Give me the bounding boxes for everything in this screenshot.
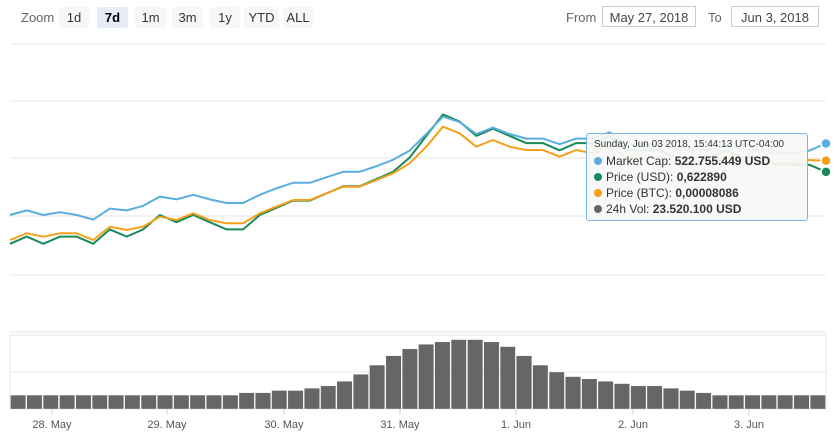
volume-bar	[679, 390, 696, 410]
x-tick-label: 29. May	[147, 419, 187, 431]
price-usd-dot-icon	[594, 173, 602, 181]
volume-bar	[10, 394, 26, 410]
volume-bar	[810, 394, 826, 410]
volume-bar	[91, 394, 108, 410]
volume-bar	[304, 388, 320, 410]
zoom-all-button[interactable]: ALL	[283, 7, 313, 28]
volume-dot-icon	[594, 205, 602, 213]
x-tick-label: 2. Jun	[618, 419, 648, 431]
tooltip-value: 0,622890	[676, 170, 727, 184]
volume-bar	[238, 392, 255, 410]
from-label: From	[566, 10, 597, 25]
to-date-input[interactable]: Jun 3, 2018	[731, 6, 819, 27]
tooltip-row-volume: 24h Vol: 23.520.100 USD	[594, 201, 800, 217]
volume-bar	[646, 385, 663, 410]
volume-bar	[320, 385, 337, 410]
tooltip-row-price-btc: Price (BTC): 0,00008086	[594, 185, 800, 201]
volume-bar	[255, 392, 271, 410]
tooltip-title: Sunday, Jun 03 2018, 15:44:13 UTC-04:00	[594, 139, 784, 150]
volume-bar	[157, 394, 173, 410]
tooltip-label: Market Cap:	[606, 154, 672, 168]
volume-bar	[336, 381, 353, 410]
hover-markers	[820, 137, 832, 178]
volume-bar	[777, 394, 793, 410]
tooltip-value: 0,00008086	[675, 186, 739, 200]
volume-bar	[712, 394, 728, 410]
price-btc-marker	[820, 154, 832, 167]
volume-bar	[483, 341, 500, 410]
volume-bar	[173, 394, 190, 410]
volume-bar	[42, 394, 59, 410]
price-btc-dot-icon	[594, 189, 602, 197]
volume-bar	[124, 394, 141, 410]
volume-bar	[663, 388, 679, 410]
zoom-1y-button[interactable]: 1y	[210, 7, 240, 28]
market-cap-marker	[820, 137, 832, 150]
volume-bar	[548, 371, 565, 410]
grid-lines	[9, 43, 827, 410]
zoom-ytd-button[interactable]: YTD	[244, 7, 279, 28]
tooltip: Sunday, Jun 03 2018, 15:44:13 UTC-04:00 …	[586, 133, 808, 221]
volume-bar	[467, 339, 483, 410]
volume-bar	[59, 394, 75, 410]
volume-bars	[10, 339, 826, 410]
volume-bar	[499, 346, 516, 410]
from-date-input[interactable]: May 27, 2018	[602, 6, 696, 27]
tooltip-label: Price (BTC):	[606, 186, 672, 200]
zoom-toolbar: Zoom 1d 7d 1m 3m 1y YTD ALL From May 27,…	[0, 0, 836, 34]
x-tick-label: 28. May	[32, 419, 72, 431]
tooltip-label: 24h Vol:	[606, 202, 650, 216]
volume-bar	[695, 392, 712, 410]
volume-bar	[271, 390, 288, 410]
tooltip-row-price-usd: Price (USD): 0,622890	[594, 169, 800, 185]
volume-bar	[581, 378, 598, 410]
x-tick-label: 1. Jun	[501, 419, 531, 431]
volume-bar	[516, 355, 532, 410]
volume-bar	[744, 394, 761, 410]
tooltip-row-market-cap: Market Cap: 522.755.449 USD	[594, 153, 800, 169]
volume-bar	[75, 394, 92, 410]
volume-bar	[353, 374, 369, 410]
x-axis: 28. May 29. May 30. May 31. May 1. Jun 2. Jun…	[32, 409, 764, 431]
volume-bar	[140, 394, 157, 410]
volume-bar	[597, 381, 614, 410]
tooltip-label: Price (USD):	[606, 170, 674, 184]
volume-bar	[108, 394, 124, 410]
zoom-1m-button[interactable]: 1m	[135, 7, 166, 28]
to-label: To	[708, 10, 722, 25]
volume-bar	[630, 385, 647, 410]
volume-bar	[434, 341, 451, 410]
volume-bar	[450, 339, 467, 410]
volume-bar	[385, 355, 402, 410]
market-cap-dot-icon	[594, 157, 602, 165]
volume-bar	[565, 376, 581, 410]
volume-bar	[614, 383, 630, 410]
price-usd-marker	[820, 166, 832, 178]
tooltip-value: 23.520.100 USD	[652, 202, 742, 216]
volume-bar	[418, 344, 434, 410]
x-tick-label: 3. Jun	[734, 419, 764, 431]
x-tick-label: 30. May	[264, 419, 304, 431]
volume-bar	[532, 364, 549, 410]
volume-bar	[222, 394, 239, 410]
volume-bar	[26, 394, 43, 410]
x-tick-label: 31. May	[380, 419, 420, 431]
volume-bar	[287, 390, 304, 410]
zoom-label: Zoom	[21, 10, 55, 25]
tooltip-value: 522.755.449 USD	[674, 154, 771, 168]
volume-bar	[206, 394, 222, 410]
volume-bar	[402, 348, 418, 410]
zoom-7d-button[interactable]: 7d	[97, 7, 128, 28]
volume-bar	[793, 394, 810, 410]
volume-bar	[189, 394, 206, 410]
zoom-1d-button[interactable]: 1d	[59, 7, 89, 28]
volume-bar	[761, 394, 777, 410]
volume-bar	[728, 394, 745, 410]
volume-bar	[369, 364, 385, 410]
zoom-3m-button[interactable]: 3m	[172, 7, 203, 28]
